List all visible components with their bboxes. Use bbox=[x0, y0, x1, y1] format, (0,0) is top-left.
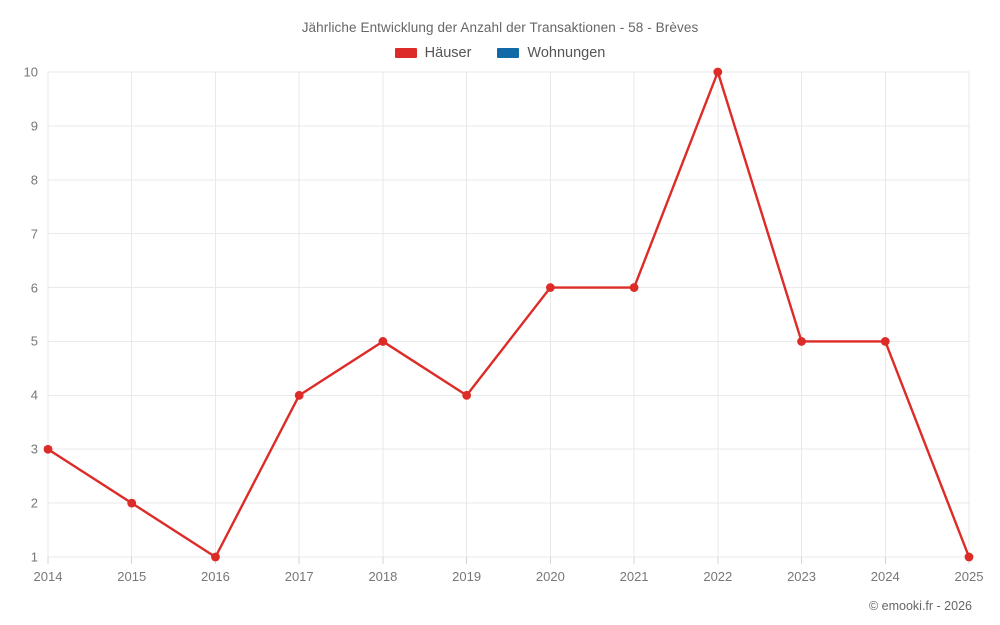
legend-color-swatch-wohnungen bbox=[497, 48, 520, 58]
data-point[interactable] bbox=[43, 444, 53, 454]
x-tick-label: 2014 bbox=[33, 569, 63, 584]
plot-area bbox=[43, 67, 974, 564]
y-tick-label: 8 bbox=[30, 172, 38, 188]
x-tick-label: 2023 bbox=[787, 569, 816, 584]
chart-legend: Häuser Wohnungen bbox=[0, 45, 1000, 61]
chart-title: Jährliche Entwicklung der Anzahl der Tra… bbox=[301, 20, 699, 35]
y-tick-label: 7 bbox=[30, 226, 38, 242]
x-tick-label: 2016 bbox=[200, 569, 230, 584]
data-point[interactable] bbox=[462, 390, 472, 400]
y-tick-label: 3 bbox=[30, 441, 38, 457]
data-series-layer bbox=[43, 67, 974, 562]
vertical-gridlines bbox=[47, 72, 970, 557]
horizontal-gridlines bbox=[48, 71, 970, 558]
x-tick-label: 2019 bbox=[452, 569, 482, 584]
data-point[interactable] bbox=[880, 337, 890, 346]
y-tick-label: 4 bbox=[30, 387, 38, 403]
y-tick-label: 1 bbox=[30, 549, 38, 565]
legend-label-hauser: Häuser bbox=[424, 45, 472, 61]
x-tick-label: 2018 bbox=[368, 569, 398, 584]
data-point[interactable] bbox=[964, 552, 974, 562]
data-point[interactable] bbox=[713, 67, 723, 77]
data-point[interactable] bbox=[545, 283, 555, 292]
legend-color-swatch-hauser bbox=[394, 48, 417, 58]
y-tick-label: 9 bbox=[30, 118, 38, 134]
x-axis-ticks bbox=[47, 557, 970, 564]
x-tick-label: 2024 bbox=[870, 569, 900, 584]
y-tick-label: 2 bbox=[30, 495, 38, 511]
data-point[interactable] bbox=[378, 337, 388, 346]
data-point[interactable] bbox=[629, 283, 639, 292]
legend-label-wohnungen: Wohnungen bbox=[527, 45, 606, 61]
x-tick-label: 2020 bbox=[535, 569, 565, 584]
y-tick-label: 10 bbox=[23, 64, 38, 80]
legend-item-wohnungen[interactable]: Wohnungen bbox=[497, 45, 605, 61]
x-tick-label: 2015 bbox=[117, 569, 147, 584]
x-tick-label: 2025 bbox=[954, 569, 984, 584]
x-tick-label: 2021 bbox=[619, 569, 649, 584]
data-point[interactable] bbox=[127, 498, 137, 508]
data-point[interactable] bbox=[211, 552, 220, 562]
y-tick-label: 6 bbox=[30, 280, 38, 296]
x-tick-label: 2022 bbox=[703, 569, 733, 584]
y-tick-label: 5 bbox=[30, 333, 38, 349]
legend-item-hauser[interactable]: Häuser bbox=[394, 45, 472, 61]
series-line-häuser bbox=[46, 70, 971, 559]
plot-svg bbox=[43, 67, 974, 564]
x-tick-label: 2017 bbox=[284, 569, 314, 584]
data-point[interactable] bbox=[797, 337, 806, 346]
data-point[interactable] bbox=[294, 390, 304, 400]
footer-credit: © emooki.fr - 2026 bbox=[868, 599, 972, 613]
